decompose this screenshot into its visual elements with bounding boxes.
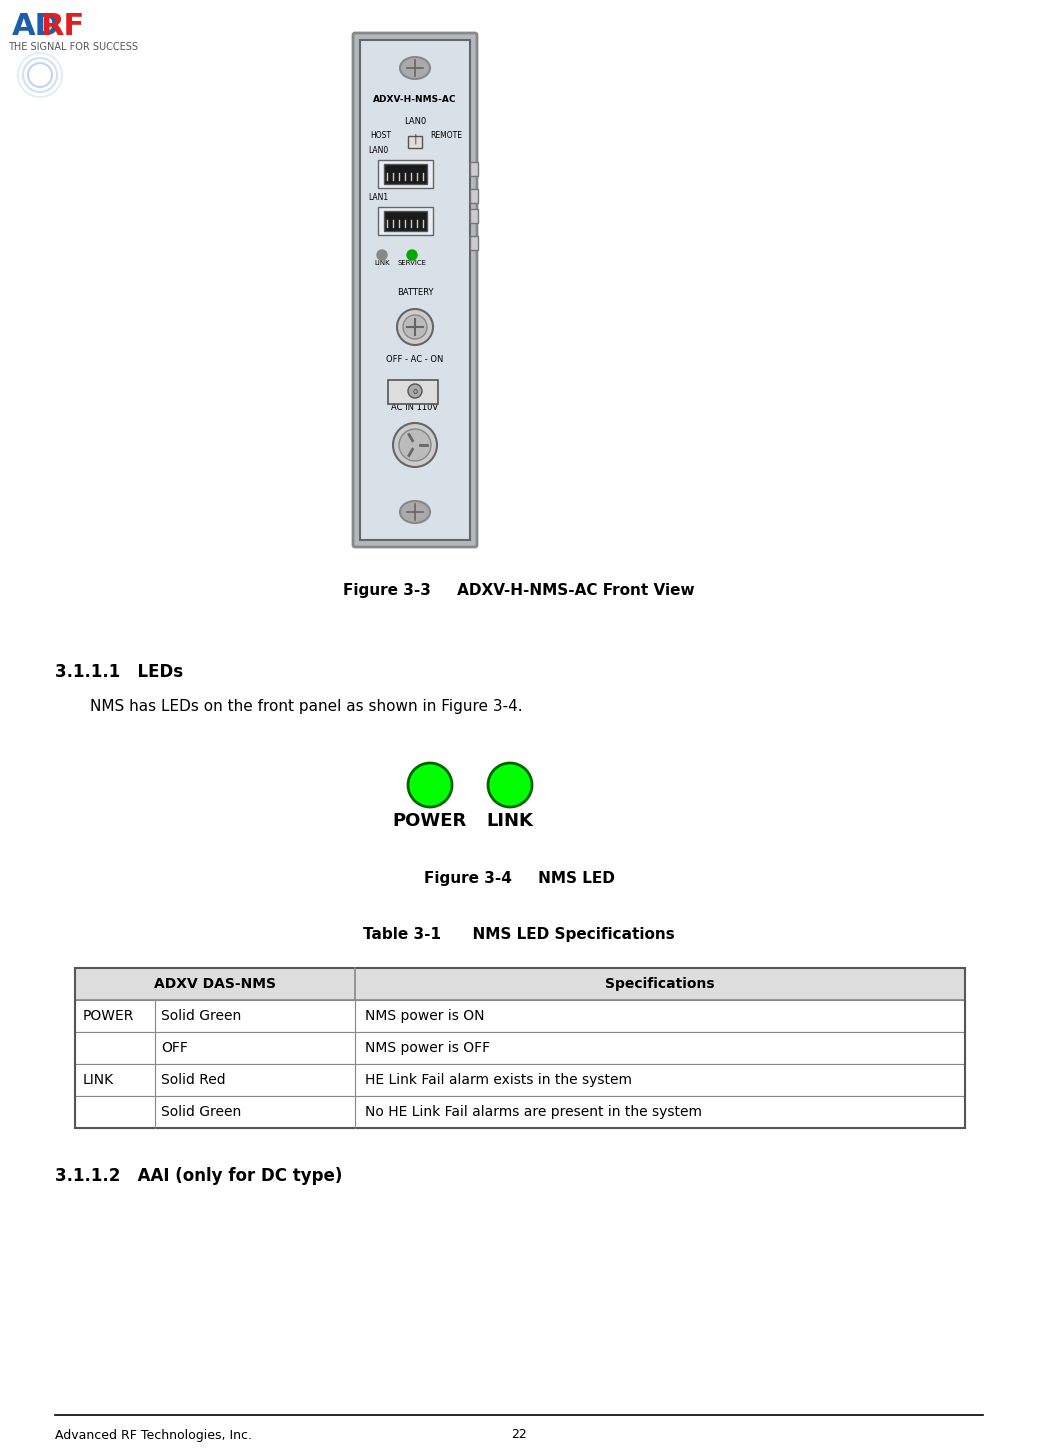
Text: ADXV-H-NMS-AC: ADXV-H-NMS-AC — [374, 96, 457, 105]
Text: Figure 3-4     NMS LED: Figure 3-4 NMS LED — [424, 871, 614, 885]
Text: SERVICE: SERVICE — [398, 261, 427, 266]
Text: Advanced RF Technologies, Inc.: Advanced RF Technologies, Inc. — [55, 1428, 252, 1441]
Bar — [470, 162, 479, 176]
Text: OFF - AC - ON: OFF - AC - ON — [386, 355, 443, 364]
Text: POWER: POWER — [83, 1009, 134, 1024]
Circle shape — [399, 430, 431, 462]
Text: Table 3-1      NMS LED Specifications: Table 3-1 NMS LED Specifications — [363, 927, 675, 942]
Text: LINK: LINK — [487, 812, 534, 830]
Text: NMS has LEDs on the front panel as shown in Figure 3-4.: NMS has LEDs on the front panel as shown… — [90, 699, 522, 713]
Text: LAN0: LAN0 — [368, 146, 388, 154]
Bar — [470, 210, 479, 223]
Bar — [388, 380, 438, 403]
Text: |: | — [413, 134, 417, 144]
FancyBboxPatch shape — [360, 39, 470, 540]
Text: NMS power is ON: NMS power is ON — [365, 1009, 485, 1024]
Text: Specifications: Specifications — [605, 977, 715, 992]
Bar — [75, 1032, 965, 1064]
Text: Figure 3-3     ADXV-H-NMS-AC Front View: Figure 3-3 ADXV-H-NMS-AC Front View — [344, 582, 694, 597]
Bar — [75, 1064, 965, 1096]
Text: NMS power is OFF: NMS power is OFF — [365, 1041, 490, 1056]
Circle shape — [393, 424, 437, 467]
Text: HE Link Fail alarm exists in the system: HE Link Fail alarm exists in the system — [365, 1073, 632, 1088]
Circle shape — [488, 763, 532, 807]
Text: LAN0: LAN0 — [404, 118, 427, 127]
Bar — [408, 135, 422, 149]
Text: 3.1.1.1   LEDs: 3.1.1.1 LEDs — [55, 662, 183, 681]
Text: THE SIGNAL FOR SUCCESS: THE SIGNAL FOR SUCCESS — [8, 42, 138, 52]
Text: BATTERY: BATTERY — [397, 288, 433, 297]
Text: o: o — [412, 386, 417, 396]
Text: RF: RF — [40, 12, 84, 41]
Circle shape — [407, 250, 417, 261]
Text: REMOTE: REMOTE — [430, 131, 462, 140]
Bar — [470, 236, 479, 250]
Text: LINK: LINK — [83, 1073, 114, 1088]
Circle shape — [397, 309, 433, 345]
Bar — [378, 160, 433, 188]
Text: No HE Link Fail alarms are present in the system: No HE Link Fail alarms are present in th… — [365, 1105, 702, 1120]
Text: LAN1: LAN1 — [368, 194, 388, 202]
Text: Solid Red: Solid Red — [161, 1073, 225, 1088]
Text: 3.1.1.2   AAI (only for DC type): 3.1.1.2 AAI (only for DC type) — [55, 1168, 343, 1185]
Bar — [75, 968, 965, 1000]
Ellipse shape — [400, 501, 430, 523]
Bar — [384, 165, 427, 183]
Text: AD: AD — [12, 12, 61, 41]
Text: Solid Green: Solid Green — [161, 1105, 241, 1120]
Text: LINK: LINK — [374, 261, 390, 266]
Text: AC IN 110V: AC IN 110V — [391, 403, 439, 412]
Text: HOST: HOST — [370, 131, 391, 140]
Text: ADXV DAS-NMS: ADXV DAS-NMS — [154, 977, 276, 992]
Bar — [75, 1096, 965, 1128]
Bar — [378, 207, 433, 234]
Bar — [75, 968, 965, 1128]
Circle shape — [377, 250, 387, 261]
Ellipse shape — [400, 57, 430, 79]
Text: Solid Green: Solid Green — [161, 1009, 241, 1024]
Circle shape — [408, 763, 452, 807]
Bar — [75, 1000, 965, 1032]
FancyBboxPatch shape — [353, 33, 477, 547]
Circle shape — [408, 384, 422, 397]
Bar — [384, 211, 427, 232]
Text: 22: 22 — [511, 1428, 527, 1441]
Circle shape — [403, 314, 427, 339]
Bar — [470, 189, 479, 202]
Text: OFF: OFF — [161, 1041, 188, 1056]
Text: POWER: POWER — [392, 812, 467, 830]
